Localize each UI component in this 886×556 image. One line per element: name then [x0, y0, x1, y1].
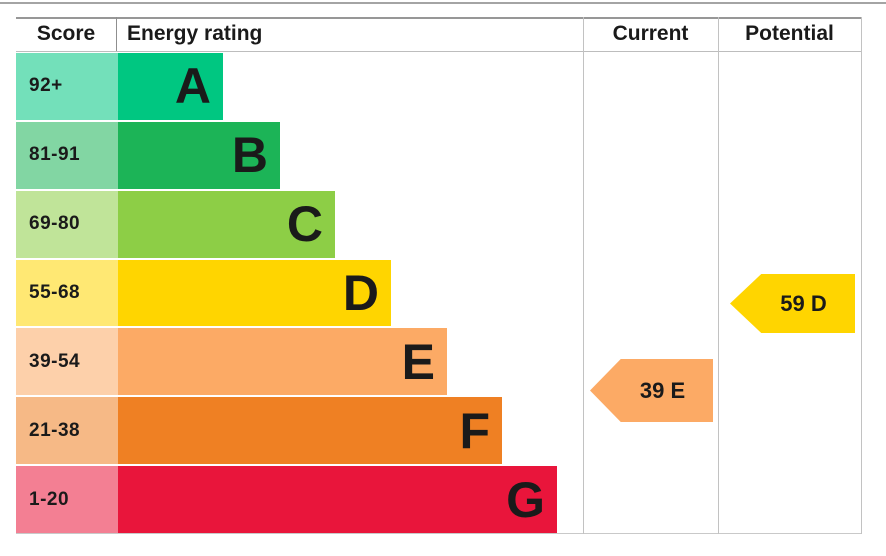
band-score-e: 39-54	[16, 328, 118, 396]
band-score-f: 21-38	[16, 397, 118, 465]
header-bottom-border	[16, 51, 862, 52]
band-bar-a: A	[118, 53, 223, 120]
band-score-d: 55-68	[16, 259, 118, 327]
table-bottom-border	[16, 533, 862, 534]
band-bar-b: B	[118, 121, 280, 189]
band-score-g: 1-20	[16, 466, 118, 534]
band-score-c: 69-80	[16, 190, 118, 258]
current-column-right-border	[718, 17, 719, 534]
band-row-g: 1-20 G	[16, 466, 862, 534]
current-column-left-border	[583, 17, 584, 534]
band-bar-f: F	[118, 397, 502, 465]
epc-rating-chart: Score Energy rating Current Potential 92…	[16, 17, 862, 534]
potential-column-right-border	[861, 17, 862, 534]
header-potential: Potential	[745, 22, 834, 45]
band-bar-e: E	[118, 328, 447, 396]
page-top-border	[0, 2, 886, 4]
band-row-a: 92+ A	[16, 53, 862, 120]
header-current: Current	[612, 22, 689, 45]
band-rows: 92+ A 81-91 B 69-80 C 55-68 D 39-54 E 21…	[16, 53, 862, 534]
band-bar-g: G	[118, 466, 557, 534]
band-row-f: 21-38 F	[16, 397, 862, 465]
band-row-d: 55-68 D	[16, 259, 862, 327]
band-bar-d: D	[118, 259, 391, 327]
score-column-divider	[116, 17, 117, 51]
band-score-b: 81-91	[16, 121, 118, 189]
header-energy-rating: Energy rating	[127, 22, 263, 45]
band-score-a: 92+	[16, 53, 118, 120]
current-rating-arrow: 39 E	[590, 359, 713, 422]
potential-rating-arrow: 59 D	[730, 274, 855, 333]
band-bar-c: C	[118, 190, 335, 258]
band-row-c: 69-80 C	[16, 190, 862, 258]
band-row-e: 39-54 E	[16, 328, 862, 396]
table-top-border	[16, 17, 862, 19]
header-score: Score	[36, 22, 96, 45]
band-row-b: 81-91 B	[16, 121, 862, 189]
